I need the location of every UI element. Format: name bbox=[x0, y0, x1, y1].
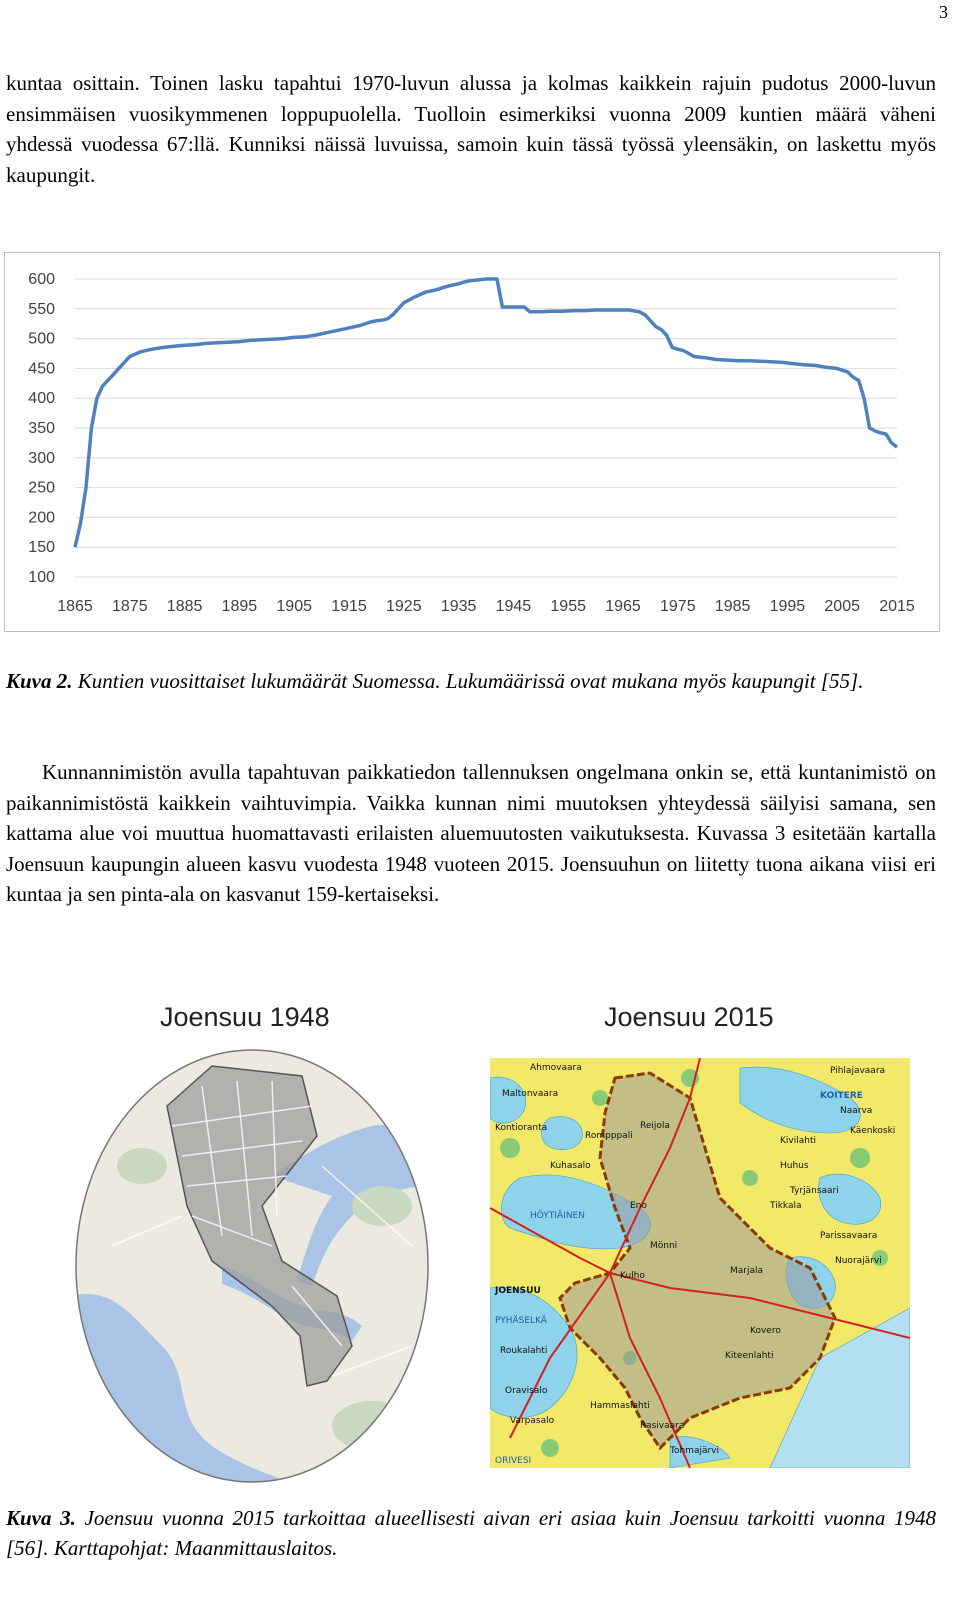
x-tick-label: 1995 bbox=[770, 598, 806, 615]
body-paragraph-1: kuntaa osittain. Toinen lasku tapahtui 1… bbox=[6, 71, 936, 187]
y-tick-label: 300 bbox=[28, 450, 55, 467]
svg-text:Oravisalo: Oravisalo bbox=[505, 1386, 548, 1396]
svg-text:Kontioranta: Kontioranta bbox=[495, 1123, 547, 1133]
svg-text:KOITERE: KOITERE bbox=[820, 1091, 863, 1101]
svg-text:Kuhasalo: Kuhasalo bbox=[550, 1161, 591, 1171]
y-tick-label: 500 bbox=[28, 331, 55, 348]
svg-text:ORIVESI: ORIVESI bbox=[495, 1456, 531, 1466]
svg-text:Reijola: Reijola bbox=[640, 1121, 670, 1131]
x-tick-label: 1915 bbox=[331, 598, 367, 615]
figure-3-label: Kuva 3. bbox=[6, 1506, 76, 1530]
svg-text:Pihlajavaara: Pihlajavaara bbox=[830, 1066, 885, 1076]
svg-text:Huhus: Huhus bbox=[780, 1161, 809, 1171]
x-tick-label: 1945 bbox=[496, 598, 532, 615]
y-tick-label: 250 bbox=[28, 480, 55, 497]
figure-3-caption-text: Joensuu vuonna 2015 tarkoittaa alueellis… bbox=[6, 1506, 937, 1560]
svg-text:PYHÄSELKÄ: PYHÄSELKÄ bbox=[495, 1315, 548, 1326]
chart-municipality-counts: 600 550 500 450 400 350 300 250 200 150 100 1865 187… bbox=[4, 252, 940, 632]
x-tick-label: 1875 bbox=[112, 598, 148, 615]
x-tick-label: 1975 bbox=[660, 598, 696, 615]
x-tick-label: 1955 bbox=[550, 598, 586, 615]
body-paragraph-2: Kunnannimistön avulla tapahtuvan paikkat… bbox=[6, 760, 936, 906]
svg-text:Mönni: Mönni bbox=[650, 1241, 677, 1251]
x-tick-label: 2005 bbox=[824, 598, 860, 615]
svg-text:Kovero: Kovero bbox=[750, 1326, 781, 1336]
figure-2-caption: Kuva 2. Kuntien vuosittaiset lukumäärät … bbox=[6, 666, 936, 696]
y-tick-label: 400 bbox=[28, 390, 55, 407]
svg-text:Tohmajärvi: Tohmajärvi bbox=[669, 1446, 719, 1456]
map-title-1948: Joensuu 1948 bbox=[160, 1002, 330, 1032]
x-tick-label: 1885 bbox=[167, 598, 203, 615]
svg-text:Nuorajärvi: Nuorajärvi bbox=[835, 1256, 882, 1266]
map-joensuu-1948 bbox=[75, 1049, 429, 1483]
x-tick-label: 1895 bbox=[222, 598, 258, 615]
svg-text:Naarva: Naarva bbox=[840, 1106, 872, 1116]
svg-text:Eno: Eno bbox=[630, 1201, 647, 1211]
y-tick-label: 450 bbox=[28, 360, 55, 377]
svg-text:HÖYTIÄINEN: HÖYTIÄINEN bbox=[530, 1210, 585, 1221]
y-tick-label: 100 bbox=[28, 569, 55, 586]
svg-text:Ahmovaara: Ahmovaara bbox=[530, 1063, 582, 1073]
svg-text:Roukalahti: Roukalahti bbox=[500, 1346, 547, 1356]
figure-2-label: Kuva 2. bbox=[6, 669, 73, 693]
y-tick-label: 150 bbox=[28, 539, 55, 556]
x-tick-label: 1925 bbox=[386, 598, 422, 615]
map-title-2015: Joensuu 2015 bbox=[604, 1002, 774, 1032]
map-joensuu-2015: Ahmovaara Maltonvaara Kontioranta Rompppal… bbox=[490, 1058, 910, 1468]
x-tick-label: 2015 bbox=[879, 598, 915, 615]
x-tick-label: 1905 bbox=[276, 598, 312, 615]
figure-3-caption: Kuva 3. Joensuu vuonna 2015 tarkoittaa a… bbox=[6, 1503, 936, 1563]
x-tick-label: 1935 bbox=[441, 598, 477, 615]
x-tick-label: 1865 bbox=[57, 598, 93, 615]
svg-text:Parissavaara: Parissavaara bbox=[820, 1231, 877, 1241]
svg-text:Kulho: Kulho bbox=[620, 1271, 645, 1281]
svg-text:Tikkala: Tikkala bbox=[769, 1201, 802, 1211]
svg-text:Kiteenlahti: Kiteenlahti bbox=[725, 1351, 773, 1361]
svg-text:Tyrjänsaari: Tyrjänsaari bbox=[789, 1186, 839, 1196]
svg-text:Kivilahti: Kivilahti bbox=[780, 1136, 816, 1146]
svg-text:Varpasalo: Varpasalo bbox=[510, 1416, 555, 1426]
svg-text:Rasivaara: Rasivaara bbox=[640, 1421, 684, 1431]
svg-text:Rompppali: Rompppali bbox=[585, 1131, 633, 1141]
y-tick-label: 200 bbox=[28, 509, 55, 526]
x-tick-label: 1965 bbox=[605, 598, 641, 615]
y-tick-label: 550 bbox=[28, 301, 55, 318]
y-tick-label: 350 bbox=[28, 420, 55, 437]
svg-text:JOENSUU: JOENSUU bbox=[494, 1286, 541, 1296]
figure-2-caption-text: Kuntien vuosittaiset lukumäärät Suomessa… bbox=[77, 669, 864, 693]
series-line bbox=[73, 277, 899, 548]
svg-text:Käenkoski: Käenkoski bbox=[850, 1126, 895, 1136]
y-tick-label: 600 bbox=[28, 271, 55, 288]
svg-text:Maltonvaara: Maltonvaara bbox=[502, 1089, 558, 1099]
svg-text:Hammaslahti: Hammaslahti bbox=[590, 1401, 650, 1411]
page-number: 3 bbox=[939, 2, 948, 22]
svg-text:Marjala: Marjala bbox=[730, 1266, 763, 1276]
x-tick-label: 1985 bbox=[715, 598, 751, 615]
